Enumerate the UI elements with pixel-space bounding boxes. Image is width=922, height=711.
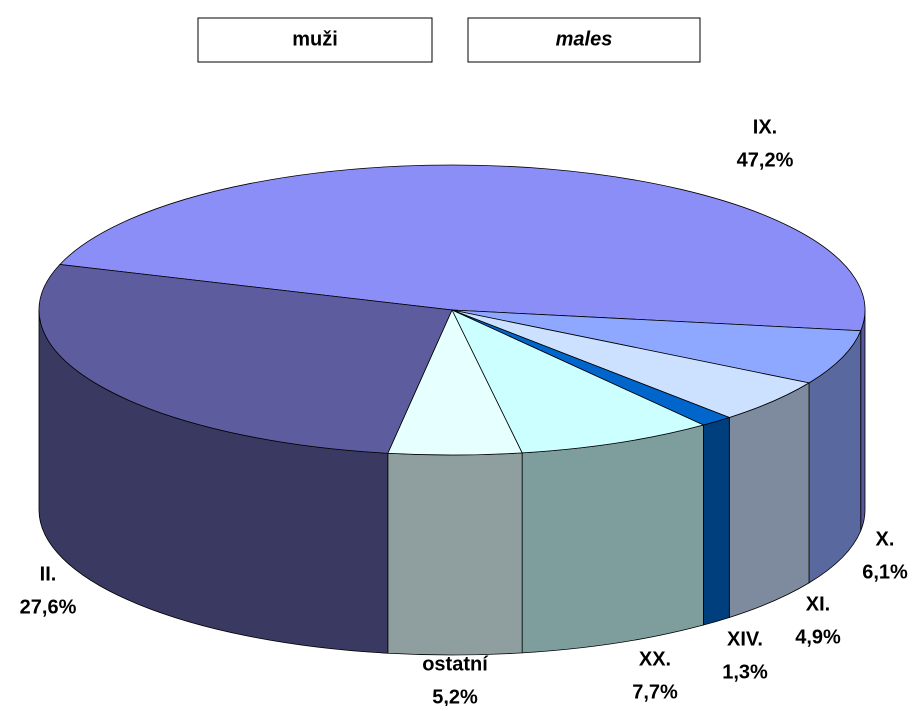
slice: [451, 309, 705, 454]
chart-subtitle: males: [556, 28, 613, 50]
title-box: [197, 17, 433, 63]
slice-label: XIV.: [727, 628, 763, 650]
slice-label: IX.: [753, 116, 777, 138]
slice-side: [387, 452, 523, 656]
value-label: 47,2%: [737, 149, 794, 171]
slice-label: XI.: [806, 593, 830, 615]
slice: [59, 164, 866, 332]
value-label: 6,1%: [862, 561, 908, 583]
slice: [451, 309, 862, 384]
value-label: 1,3%: [722, 661, 768, 683]
subtitle-box: [467, 17, 701, 63]
value-label: 5,2%: [432, 686, 478, 706]
slice-side: [703, 416, 730, 626]
slice-label: XX.: [639, 648, 671, 670]
slice-side: [728, 382, 810, 618]
value-label: 7,7%: [632, 681, 678, 703]
slice-side: [521, 424, 704, 654]
value-label: 27,6%: [20, 596, 77, 618]
value-label: 4,9%: [795, 626, 841, 648]
slice-label: ostatní: [422, 653, 489, 675]
chart-title: muži: [292, 28, 338, 50]
slice-label: II.: [40, 563, 57, 585]
slice: [38, 264, 453, 454]
slice-label: X.: [876, 528, 895, 550]
slice-side: [860, 309, 866, 531]
